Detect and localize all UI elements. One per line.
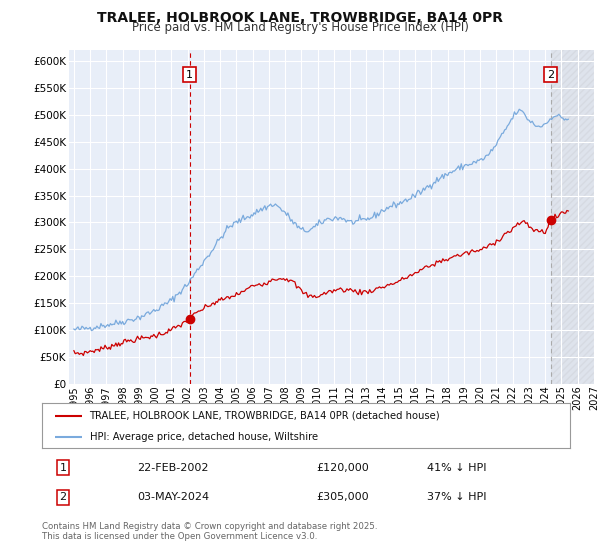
Text: 1: 1: [59, 463, 67, 473]
Text: £305,000: £305,000: [317, 492, 369, 502]
Text: HPI: Average price, detached house, Wiltshire: HPI: Average price, detached house, Wilt…: [89, 432, 317, 442]
Text: 41% ↓ HPI: 41% ↓ HPI: [427, 463, 487, 473]
Text: £120,000: £120,000: [317, 463, 370, 473]
Text: Price paid vs. HM Land Registry's House Price Index (HPI): Price paid vs. HM Land Registry's House …: [131, 21, 469, 34]
Text: TRALEE, HOLBROOK LANE, TROWBRIDGE, BA14 0PR (detached house): TRALEE, HOLBROOK LANE, TROWBRIDGE, BA14 …: [89, 410, 440, 421]
Text: 2: 2: [59, 492, 67, 502]
Bar: [551, 50, 594, 384]
Text: 37% ↓ HPI: 37% ↓ HPI: [427, 492, 487, 502]
Text: 03-MAY-2024: 03-MAY-2024: [137, 492, 209, 502]
Text: TRALEE, HOLBROOK LANE, TROWBRIDGE, BA14 0PR: TRALEE, HOLBROOK LANE, TROWBRIDGE, BA14 …: [97, 11, 503, 25]
Text: Contains HM Land Registry data © Crown copyright and database right 2025.
This d: Contains HM Land Registry data © Crown c…: [42, 522, 377, 542]
Text: 2: 2: [547, 69, 554, 80]
Text: 1: 1: [186, 69, 193, 80]
Text: 22-FEB-2002: 22-FEB-2002: [137, 463, 209, 473]
